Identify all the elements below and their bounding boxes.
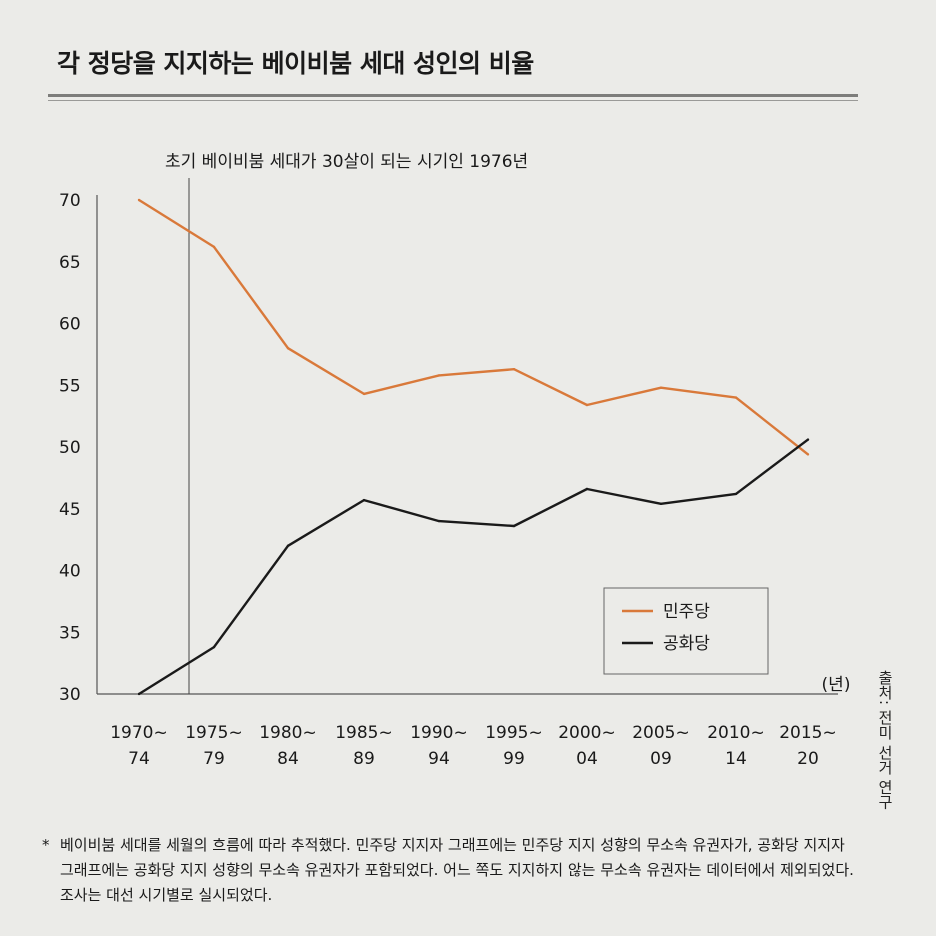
footnote-text: 베이비붐 세대를 세월의 흐름에 따라 추적했다. 민주당 지지자 그래프에는 … (60, 836, 854, 904)
x-tick-label: 04 (576, 749, 598, 769)
x-tick-label: 99 (503, 749, 525, 769)
data-point-democrat (286, 347, 290, 350)
x-tick-label: 1980~ (259, 723, 317, 743)
data-point-republican (286, 544, 290, 547)
data-point-republican (137, 692, 141, 696)
data-point-republican (806, 438, 810, 441)
x-tick-label: 94 (428, 749, 450, 769)
data-point-democrat (659, 386, 663, 389)
x-tick-label: 1995~ (485, 723, 543, 743)
x-tick-label: 2000~ (558, 723, 616, 743)
y-tick-label: 50 (59, 438, 81, 458)
data-point-democrat (137, 198, 141, 202)
x-tick-label: 89 (353, 749, 375, 769)
x-tick-label: 09 (650, 749, 672, 769)
data-point-democrat (585, 403, 589, 407)
data-point-democrat (734, 396, 738, 399)
footnote: * 베이비붐 세대를 세월의 흐름에 따라 추적했다. 민주당 지지자 그래프에… (42, 833, 862, 908)
footnote-mark: * (42, 836, 50, 854)
data-point-democrat (437, 374, 441, 377)
x-tick-label: 1985~ (335, 723, 393, 743)
x-tick-label: 79 (203, 749, 225, 769)
x-tick-label: 1970~ (110, 723, 168, 743)
x-tick-label: 1990~ (410, 723, 468, 743)
data-point-republican (362, 498, 366, 502)
data-point-democrat (362, 392, 366, 396)
data-point-democrat (212, 245, 216, 249)
x-tick-label: 20 (797, 749, 819, 769)
y-tick-label: 40 (59, 562, 81, 582)
x-tick-label: 74 (128, 749, 150, 769)
x-tick-label: 2005~ (632, 723, 690, 743)
x-tick-label: 14 (725, 749, 747, 769)
annotation-label: 초기 베이비붐 세대가 30살이 되는 시기인 1976년 (165, 152, 528, 172)
x-tick-label: 84 (277, 749, 299, 769)
y-tick-label: 65 (59, 253, 81, 273)
x-unit-label: (년) (822, 675, 851, 695)
data-point-republican (659, 502, 663, 505)
source-label: 출처: 전미 선거 연구 (876, 670, 894, 810)
title-rule-thin (48, 100, 858, 101)
chart-title: 각 정당을 지지하는 베이비붐 세대 성인의 비율 (57, 49, 534, 78)
series-line-republican (138, 438, 809, 696)
data-point-republican (734, 492, 738, 496)
y-tick-label: 45 (59, 500, 81, 520)
y-tick-label: 55 (59, 376, 81, 396)
legend-box (603, 587, 769, 675)
data-point-republican (437, 519, 441, 523)
data-point-democrat (806, 453, 810, 456)
x-tick-label: 2015~ (779, 723, 837, 743)
x-tick-label: 1975~ (185, 723, 243, 743)
series-line-democrat (138, 198, 809, 456)
data-point-republican (585, 487, 589, 491)
title-rule (48, 94, 858, 97)
data-point-republican (212, 645, 216, 649)
line-chart: 30 35 40 45 50 55 60 65 70 1970~ 74 1975~ 79 1980~ 84 1… (59, 152, 851, 769)
legend-label: 민주당 (663, 602, 710, 622)
legend-label: 공화당 (663, 634, 710, 654)
y-tick-label: 60 (59, 315, 81, 335)
x-tick-label: 2010~ (707, 723, 765, 743)
y-tick-label: 35 (59, 623, 81, 643)
data-point-democrat (512, 368, 516, 371)
y-tick-label: 70 (59, 191, 81, 211)
y-tick-label: 30 (59, 685, 81, 705)
data-point-republican (512, 524, 516, 528)
